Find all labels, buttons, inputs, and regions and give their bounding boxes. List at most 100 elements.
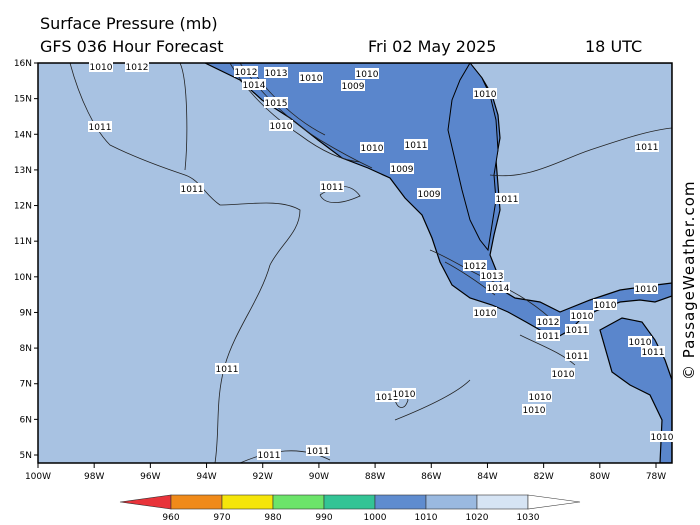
svg-text:1010: 1010 [523, 406, 546, 416]
lat-label: 10N [14, 273, 32, 283]
svg-text:1014: 1014 [487, 284, 510, 294]
svg-text:1011: 1011 [636, 143, 659, 153]
colorbar-tick-label: 1010 [415, 513, 438, 523]
lat-label: 6N [20, 415, 32, 425]
colorbar-tick-label: 990 [315, 513, 332, 523]
isobar-label: 1011 [536, 330, 560, 342]
svg-text:1014: 1014 [243, 81, 266, 91]
isobar-label: 1012 [234, 66, 258, 78]
isobar-label: 1011 [180, 183, 204, 195]
isobar-label: 1011 [404, 139, 428, 151]
lon-label: 98W [84, 472, 104, 482]
isobar-label: 1010 [528, 391, 552, 403]
isobar-label: 1015 [264, 97, 288, 109]
lon-label: 100W [25, 472, 51, 482]
lat-label: 16N [14, 59, 32, 69]
svg-text:1015: 1015 [265, 99, 288, 109]
svg-text:1011: 1011 [89, 123, 112, 133]
lon-label: 92W [253, 472, 273, 482]
svg-text:1011: 1011 [321, 183, 344, 193]
svg-text:1011: 1011 [307, 447, 330, 457]
isobar-label: 1011 [88, 121, 112, 133]
svg-text:1011: 1011 [537, 332, 560, 342]
isobar-label: 1010 [299, 72, 323, 84]
isobar-label: 1009 [390, 163, 414, 175]
lon-label: 82W [533, 472, 553, 482]
svg-text:1011: 1011 [566, 352, 589, 362]
svg-text:1012: 1012 [537, 318, 560, 328]
lat-label: 13N [14, 166, 32, 176]
lon-label: 90W [309, 472, 329, 482]
lat-label: 11N [14, 237, 32, 247]
isobar-label: 1011 [565, 350, 589, 362]
svg-text:1010: 1010 [356, 70, 379, 80]
svg-text:1010: 1010 [270, 122, 293, 132]
colorbar-tick-label: 970 [213, 513, 230, 523]
lon-label: 86W [421, 472, 441, 482]
map-frame [37, 62, 673, 464]
svg-text:1012: 1012 [235, 68, 258, 78]
lat-label: 9N [20, 308, 32, 318]
isobar-label: 1014 [242, 79, 266, 91]
svg-text:1013: 1013 [265, 69, 288, 79]
svg-text:1011: 1011 [405, 141, 428, 151]
isobar-label: 1011 [565, 324, 589, 336]
lat-label: 12N [14, 202, 32, 212]
lon-label: 78W [646, 472, 666, 482]
longitude-axis: 100W 98W 96W 94W 92W 90W 88W 86W 84W 82W 80W 78W [25, 463, 666, 482]
colorbar-tick-label: 1020 [466, 513, 489, 523]
svg-text:1010: 1010 [474, 309, 497, 319]
svg-text:1011: 1011 [642, 348, 665, 358]
svg-text:1013: 1013 [481, 272, 504, 282]
pressure-colorbar: 960 970 980 990 1000 1010 1020 1030 [119, 494, 581, 523]
isobar-label: 1014 [486, 282, 510, 294]
lat-label: 8N [20, 344, 32, 354]
latitude-axis: 16N 15N 14N 13N 12N 11N 10N 9N 8N 7N 6N 5N [14, 59, 38, 461]
isobar-label: 1010 [634, 283, 658, 295]
svg-text:1010: 1010 [393, 390, 416, 400]
svg-text:1010: 1010 [529, 393, 552, 403]
svg-text:1009: 1009 [418, 190, 441, 200]
isobar-label: 1012 [463, 260, 487, 272]
svg-text:1010: 1010 [90, 63, 113, 73]
lat-label: 5N [20, 451, 32, 461]
isobar-label: 1010 [650, 431, 674, 443]
svg-text:1010: 1010 [361, 144, 384, 154]
svg-text:1010: 1010 [594, 301, 617, 311]
isobar-label: 1009 [341, 80, 365, 92]
colorbar-segment [476, 494, 529, 510]
isobar-label: 1010 [392, 388, 416, 400]
svg-text:1011: 1011 [216, 365, 239, 375]
isobar-label: 1011 [306, 445, 330, 457]
isobar-label: 1013 [264, 67, 288, 79]
isobar-label: 1012 [125, 61, 149, 73]
isobar-label: 1011 [320, 181, 344, 193]
lon-label: 94W [196, 472, 216, 482]
isobar-label: 1011 [375, 391, 399, 403]
lon-label: 80W [590, 472, 610, 482]
svg-text:1009: 1009 [342, 82, 365, 92]
colorbar-segment [221, 494, 274, 510]
isobar-label: 1010 [551, 368, 575, 380]
isobar-label: 1010 [593, 299, 617, 311]
colorbar-segment [527, 494, 581, 510]
lat-label: 14N [14, 130, 32, 140]
isobar-label: 1011 [635, 141, 659, 153]
isobar-label: 1010 [628, 336, 652, 348]
svg-text:1010: 1010 [629, 338, 652, 348]
colorbar-segment [170, 494, 223, 510]
isobar-label: 1011 [215, 363, 239, 375]
colorbar-tick-label: 1000 [364, 513, 387, 523]
forecast-label: GFS 036 Hour Forecast [40, 37, 224, 56]
chart-title: Surface Pressure (mb) [40, 14, 218, 33]
isobar-label: 1010 [473, 88, 497, 100]
colorbar-tick-label: 960 [162, 513, 179, 523]
isobar-label: 1010 [522, 404, 546, 416]
isobar-label: 1010 [355, 68, 379, 80]
colorbar-segment [323, 494, 376, 510]
colorbar-segment [272, 494, 325, 510]
svg-text:1009: 1009 [391, 165, 414, 175]
site-credit: © PassageWeather.com [680, 180, 698, 381]
svg-text:1011: 1011 [181, 185, 204, 195]
